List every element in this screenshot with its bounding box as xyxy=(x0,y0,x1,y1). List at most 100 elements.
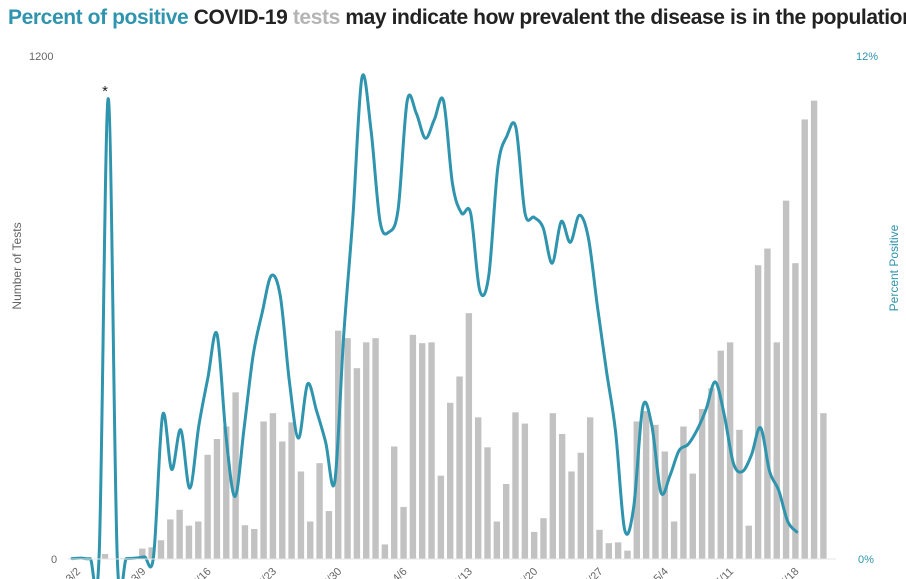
bar-45 xyxy=(493,521,501,559)
y-right-tick-top: 12% xyxy=(856,51,878,63)
bar-12 xyxy=(185,525,193,559)
bar-53 xyxy=(568,471,575,559)
bar-78 xyxy=(801,119,808,560)
x-tick-label: 4/20 xyxy=(517,566,541,579)
x-tick-label: 4/6 xyxy=(390,566,409,579)
bar-29 xyxy=(344,338,351,559)
title-part-covid: COVID-19 xyxy=(193,6,288,29)
bar-20 xyxy=(260,421,267,559)
bar-9 xyxy=(157,540,165,559)
x-tick-labels: 3/2 3/9 3/16 3/23 3/30 4/6 4/13 4/20 4/27 5/4 5/11… xyxy=(64,566,802,579)
bar-54 xyxy=(577,452,585,559)
bar-13 xyxy=(195,521,202,559)
bar-48 xyxy=(521,423,529,559)
bar-46 xyxy=(502,484,510,559)
bar-44 xyxy=(484,447,491,559)
bar-71 xyxy=(736,429,743,559)
bar-67 xyxy=(698,409,706,559)
bar-80 xyxy=(820,413,827,559)
bar-58 xyxy=(614,542,622,559)
bar-64 xyxy=(670,521,678,559)
bar-38 xyxy=(428,342,435,559)
bar-36 xyxy=(409,334,417,559)
bar-27 xyxy=(325,511,333,559)
bar-23 xyxy=(288,422,295,559)
y-left-tick-bottom: 0 xyxy=(51,554,57,566)
bar-3 xyxy=(101,554,109,559)
bar-7 xyxy=(139,548,146,559)
bar-66 xyxy=(689,473,696,559)
bar-25 xyxy=(307,521,314,559)
bar-75 xyxy=(773,342,780,559)
y-right-tick-bottom: 0% xyxy=(858,554,874,566)
bar-65 xyxy=(680,426,687,559)
bar-63 xyxy=(661,451,668,559)
bar-39 xyxy=(437,475,445,559)
bar-14 xyxy=(204,454,211,559)
bar-26 xyxy=(316,463,323,559)
x-tick-label: 3/30 xyxy=(321,566,345,579)
x-tick-label: 5/11 xyxy=(713,566,736,579)
x-tick-label: 3/23 xyxy=(255,566,279,579)
bar-37 xyxy=(419,343,426,559)
y-left-tick-top: 1200 xyxy=(29,51,53,63)
bar-8 xyxy=(148,547,155,559)
bar-77 xyxy=(792,263,799,559)
bar-30 xyxy=(353,368,361,559)
bar-17 xyxy=(232,392,239,559)
bar-18 xyxy=(241,525,249,559)
bar-76 xyxy=(782,200,790,560)
bar-19 xyxy=(251,529,258,559)
bar-34 xyxy=(391,446,398,559)
bar-43 xyxy=(474,417,482,559)
bar-68 xyxy=(708,388,715,559)
bar-10 xyxy=(167,519,174,559)
bar-51 xyxy=(549,413,557,559)
x-tick-label: 5/18 xyxy=(778,566,802,579)
line-layer xyxy=(70,73,799,579)
title-part-tests: tests xyxy=(292,6,340,29)
x-tick-label: 3/16 xyxy=(190,566,214,579)
bar-61 xyxy=(642,411,650,559)
bar-74 xyxy=(764,248,771,559)
bar-22 xyxy=(279,441,286,559)
bar-79 xyxy=(810,100,818,560)
bar-16 xyxy=(223,426,230,559)
x-tick-label: 4/13 xyxy=(451,566,475,579)
bar-33 xyxy=(381,544,389,559)
y-right-axis-label: Percent Positive xyxy=(887,224,901,311)
bar-52 xyxy=(558,434,566,559)
bar-35 xyxy=(400,506,407,559)
x-tick-label: 5/4 xyxy=(652,566,671,579)
bar-15 xyxy=(213,439,221,559)
bar-31 xyxy=(363,342,370,559)
bar-40 xyxy=(447,402,454,559)
bar-55 xyxy=(586,417,594,559)
bar-21 xyxy=(269,413,277,559)
bar-50 xyxy=(540,518,547,559)
bar-73 xyxy=(754,265,762,559)
bar-32 xyxy=(372,338,379,559)
bar-24 xyxy=(297,471,305,559)
title-part-percent-positive: Percent of positive xyxy=(8,6,189,29)
x-tick-label: 4/27 xyxy=(582,566,606,579)
bars-layer xyxy=(101,100,827,560)
percent-positive-line xyxy=(70,73,799,579)
bar-62 xyxy=(652,424,659,559)
bar-41 xyxy=(456,376,463,559)
bar-47 xyxy=(512,412,519,559)
title-part-rest: may indicate how prevalent the disease i… xyxy=(345,6,906,29)
spike-annotation: * xyxy=(102,83,108,100)
bar-56 xyxy=(596,529,603,559)
x-tick-label: 3/9 xyxy=(129,566,148,579)
x-tick-label: 3/2 xyxy=(64,566,83,579)
bar-59 xyxy=(624,550,631,559)
bar-57 xyxy=(605,543,613,559)
y-left-axis-label: Number of Tests xyxy=(10,222,24,309)
bar-49 xyxy=(530,531,538,559)
bar-72 xyxy=(745,525,752,559)
bar-42 xyxy=(465,313,473,559)
bar-69 xyxy=(717,350,724,559)
bar-11 xyxy=(176,509,183,559)
